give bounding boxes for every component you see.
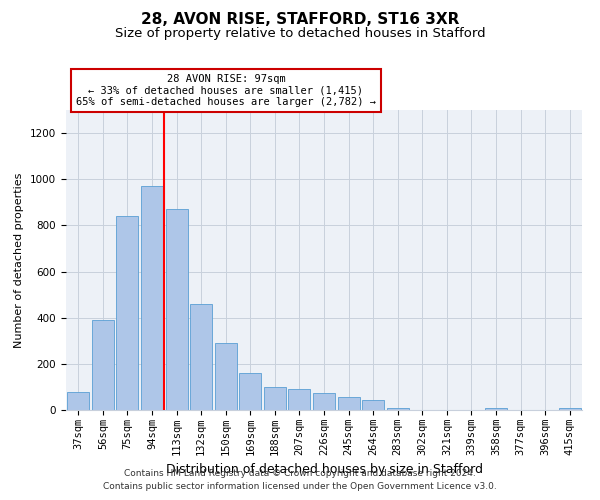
Bar [215,343,237,410]
Bar [141,186,163,410]
Bar [289,389,310,410]
Bar [485,408,507,410]
Text: Size of property relative to detached houses in Stafford: Size of property relative to detached ho… [115,28,485,40]
Bar [559,408,581,410]
Bar [92,320,114,410]
Bar [338,398,359,410]
Bar [362,400,384,410]
Bar [313,392,335,410]
Text: 28 AVON RISE: 97sqm
← 33% of detached houses are smaller (1,415)
65% of semi-det: 28 AVON RISE: 97sqm ← 33% of detached ho… [76,74,376,107]
Bar [67,392,89,410]
Bar [190,304,212,410]
X-axis label: Distribution of detached houses by size in Stafford: Distribution of detached houses by size … [166,464,482,476]
Y-axis label: Number of detached properties: Number of detached properties [14,172,25,348]
Bar [166,209,188,410]
Bar [239,373,262,410]
Bar [386,408,409,410]
Text: Contains public sector information licensed under the Open Government Licence v3: Contains public sector information licen… [103,482,497,491]
Text: Contains HM Land Registry data © Crown copyright and database right 2024.: Contains HM Land Registry data © Crown c… [124,468,476,477]
Bar [116,216,139,410]
Text: 28, AVON RISE, STAFFORD, ST16 3XR: 28, AVON RISE, STAFFORD, ST16 3XR [141,12,459,28]
Bar [264,387,286,410]
